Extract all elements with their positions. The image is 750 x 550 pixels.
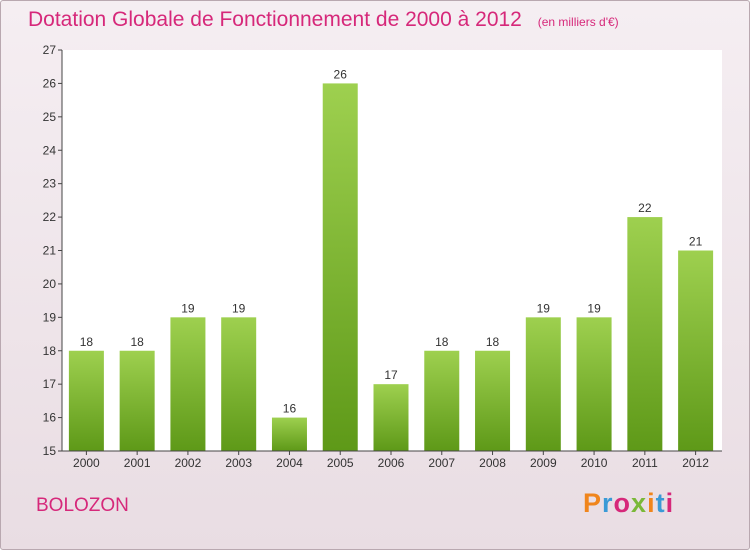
y-tick-label: 15 [43, 444, 57, 458]
y-tick-label: 17 [43, 377, 57, 391]
data-label: 19 [181, 301, 195, 315]
y-tick-label: 20 [43, 277, 57, 291]
x-tick-label: 2004 [276, 456, 303, 470]
logo-letter: r [602, 488, 614, 518]
bar-2003 [221, 317, 257, 451]
data-label: 16 [283, 402, 297, 416]
x-tick-label: 2002 [175, 456, 202, 470]
bar-2006 [373, 384, 409, 451]
chart-title: Dotation Globale de Fonctionnement de 20… [28, 8, 619, 32]
y-tick-label: 23 [43, 177, 57, 191]
bar-2009 [525, 317, 561, 451]
y-tick-label: 19 [43, 310, 57, 324]
data-label: 22 [638, 201, 652, 215]
x-tick-label: 2001 [124, 456, 151, 470]
data-label: 19 [587, 301, 601, 315]
x-tick-label: 2009 [530, 456, 557, 470]
data-label: 18 [435, 335, 449, 349]
y-tick-label: 21 [43, 244, 57, 258]
logo-letter: P [583, 488, 603, 518]
proxiti-logo: Proxiti [583, 488, 674, 519]
x-tick-label: 2003 [225, 456, 252, 470]
chart-title-text: Dotation Globale de Fonctionnement de 20… [28, 8, 522, 31]
y-tick-label: 16 [43, 411, 57, 425]
bar-2010 [576, 317, 612, 451]
bar-2004 [271, 417, 307, 451]
commune-name: BOLOZON [36, 495, 129, 516]
x-tick-label: 2010 [581, 456, 608, 470]
data-label: 18 [130, 335, 144, 349]
x-tick-label: 2007 [428, 456, 455, 470]
x-tick-label: 2000 [73, 456, 100, 470]
logo-letter: t [655, 488, 666, 518]
bar-2002 [170, 317, 206, 451]
x-tick-label: 2011 [632, 456, 658, 470]
logo-letter: x [631, 488, 648, 518]
data-label: 19 [232, 301, 246, 315]
logo-letter: i [665, 488, 675, 518]
bar-2001 [119, 350, 155, 451]
bar-2005 [322, 83, 358, 452]
bar-2011 [627, 217, 663, 451]
y-tick-label: 24 [43, 143, 57, 157]
y-tick-label: 27 [43, 43, 57, 57]
data-label: 21 [689, 235, 703, 249]
data-label: 18 [80, 335, 94, 349]
data-label: 17 [384, 368, 398, 382]
data-label: 19 [537, 301, 551, 315]
bar-2012 [678, 250, 714, 451]
x-tick-label: 2006 [378, 456, 405, 470]
bar-2007 [424, 350, 460, 451]
y-tick-label: 25 [43, 110, 57, 124]
data-label: 18 [486, 335, 500, 349]
y-tick-label: 26 [43, 76, 57, 90]
x-tick-label: 2005 [327, 456, 354, 470]
data-label: 26 [334, 67, 348, 81]
y-tick-label: 18 [43, 344, 57, 358]
x-tick-label: 2012 [682, 456, 709, 470]
chart-subtitle: (en milliers d'€) [537, 15, 619, 29]
bar-2000 [68, 350, 104, 451]
y-tick-label: 22 [43, 210, 57, 224]
logo-letter: o [613, 488, 632, 518]
logo-letter: i [647, 488, 656, 518]
bar-2008 [475, 350, 511, 451]
x-tick-label: 2008 [479, 456, 506, 470]
